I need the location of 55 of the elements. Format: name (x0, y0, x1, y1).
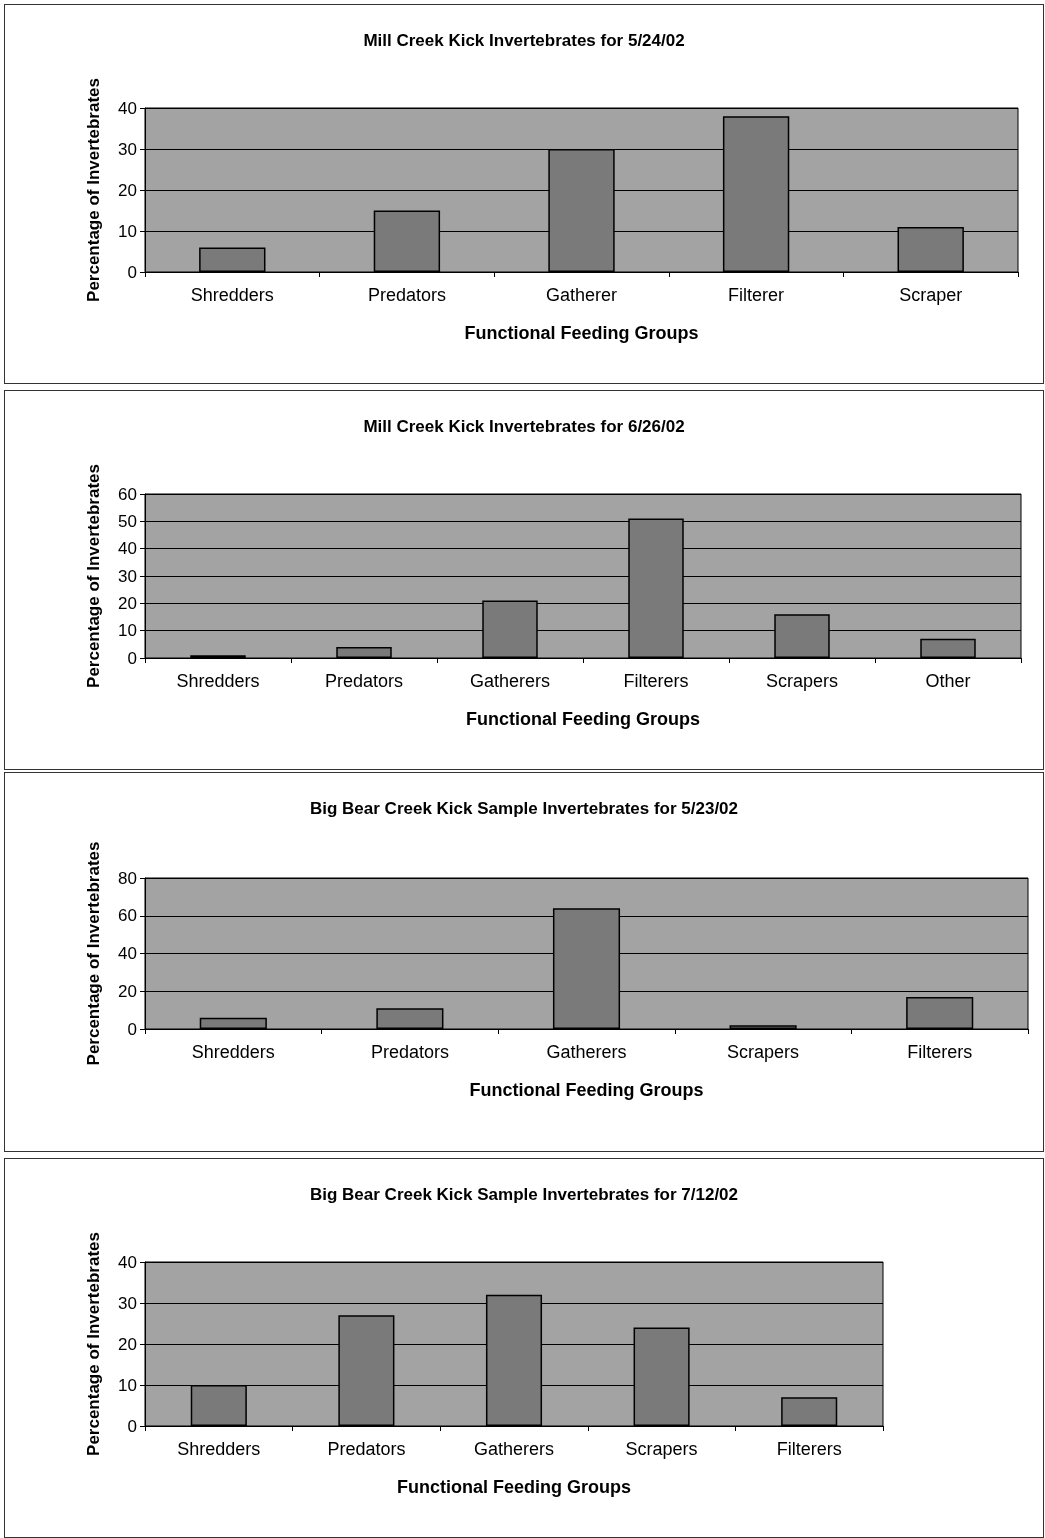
x-tick-label: Scrapers (625, 1439, 698, 1459)
x-tick-label: Scrapers (765, 671, 839, 691)
y-tick-label: 10 (118, 621, 137, 641)
y-tick-label: 0 (127, 648, 137, 668)
y-tick-label: 10 (118, 221, 137, 241)
y-tick-label: 0 (127, 1416, 137, 1436)
y-tick-label: 0 (127, 262, 137, 282)
x-tick-label: Gatherers (473, 1439, 555, 1459)
x-tick-label: Shredders (177, 1439, 261, 1459)
y-tick-label: 30 (118, 566, 137, 586)
y-axis-title: Percentage of Invertebrates (83, 841, 103, 1066)
x-tick-label: Other (925, 671, 971, 691)
x-axis-title: Functional Feeding Groups (464, 323, 699, 343)
chart-title: Mill Creek Kick Invertebrates for 6/26/02 (363, 417, 685, 436)
x-axis-title: Functional Feeding Groups (466, 709, 700, 729)
y-tick-label: 20 (118, 180, 137, 200)
x-tick-label: Predators (367, 285, 446, 305)
y-tick-label: 60 (118, 484, 137, 504)
y-tick-label: 20 (118, 593, 137, 613)
x-tick-label: Filterer (728, 285, 785, 305)
y-tick-label: 40 (118, 944, 137, 963)
y-tick-label: 20 (118, 1334, 137, 1354)
x-axis-title: Functional Feeding Groups (397, 1477, 631, 1497)
x-tick-label: Gatherer (545, 285, 618, 305)
y-tick-label: 30 (118, 1293, 137, 1313)
y-axis-title: Percentage of Invertebrates (83, 1232, 103, 1456)
y-tick-label: 80 (118, 868, 137, 888)
y-tick-label: 30 (118, 139, 137, 159)
x-tick-label: Scrapers (727, 1042, 800, 1062)
x-tick-label: Predators (370, 1042, 449, 1062)
y-tick-label: 0 (127, 1019, 137, 1039)
y-tick-label: 40 (118, 1252, 137, 1272)
y-tick-label: 20 (118, 981, 137, 1001)
y-tick-label: 50 (118, 511, 137, 531)
x-tick-label: Filterers (776, 1439, 842, 1459)
y-tick-label: 40 (118, 98, 137, 118)
x-tick-label: Predators (327, 1439, 406, 1459)
y-axis-title: Percentage of Invertebrates (83, 78, 103, 302)
chart-title: Big Bear Creek Kick Sample Invertebrates for 7/12/02 (309, 1185, 739, 1204)
y-tick-label: 60 (118, 906, 137, 926)
chart-title: Big Bear Creek Kick Sample Invertebrates for 5/23/02 (309, 799, 739, 818)
x-tick-label: Filterers (623, 671, 689, 691)
y-tick-label: 40 (118, 539, 137, 559)
y-axis-title: Percentage of Invertebrates (83, 464, 103, 688)
x-tick-label: Gatherers (469, 671, 551, 691)
y-tick-label: 10 (118, 1375, 137, 1395)
x-tick-label: Shredders (191, 1042, 275, 1062)
x-tick-label: Shredders (190, 285, 274, 305)
chart-title: Mill Creek Kick Invertebrates for 5/24/02 (363, 31, 685, 50)
x-tick-label: Predators (324, 671, 404, 691)
x-tick-label: Scraper (899, 285, 963, 305)
x-tick-label: Filterers (907, 1042, 973, 1062)
x-tick-label: Gatherers (546, 1042, 627, 1062)
x-tick-label: Shredders (176, 671, 260, 691)
x-axis-title: Functional Feeding Groups (469, 1080, 704, 1100)
